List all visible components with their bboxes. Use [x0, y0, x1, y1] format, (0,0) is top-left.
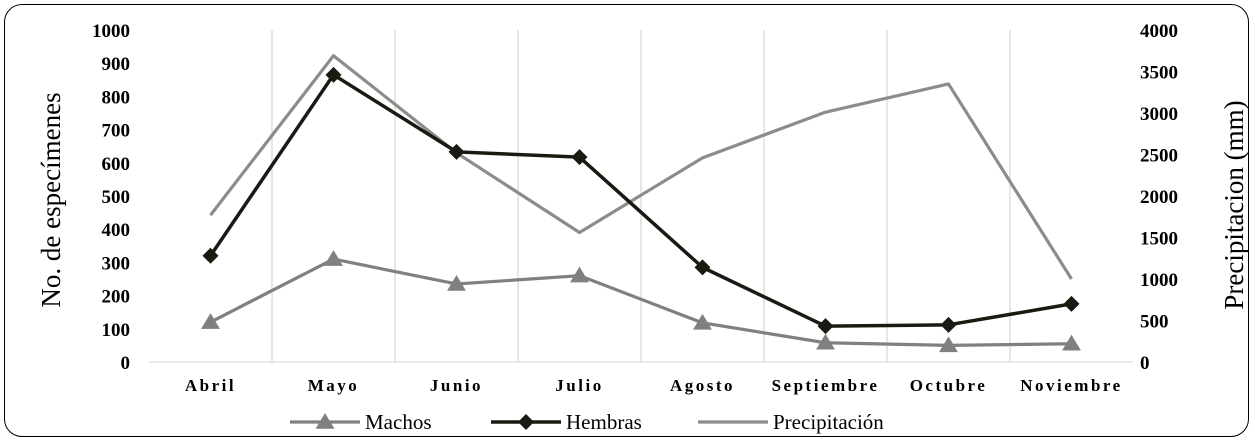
y-tick-label: 900: [102, 54, 131, 75]
y2-axis-title: Precipitacion (mm): [1219, 100, 1249, 309]
right-axis-ticks: 0 500 1000 1500 2000 2500 3000 3500 4000: [1140, 21, 1178, 374]
y2-tick-label: 0: [1140, 353, 1150, 374]
point-hembras: [202, 247, 219, 264]
point-hembras: [448, 143, 465, 160]
y2-tick-label: 3000: [1140, 104, 1178, 125]
x-tick-label: Mayo: [308, 376, 360, 395]
point-hembras: [1063, 295, 1080, 312]
point-machos: [324, 250, 343, 266]
y-tick-label: 400: [102, 220, 131, 241]
chart-frame: [4, 4, 1249, 437]
legend-label-hembras: Hembras: [566, 410, 642, 434]
point-machos: [570, 266, 589, 283]
point-hembras: [940, 316, 957, 333]
y2-tick-label: 1000: [1140, 270, 1178, 291]
x-tick-label: Julio: [555, 376, 603, 395]
series-line-machos: [209, 257, 1072, 347]
y2-tick-label: 2500: [1140, 146, 1178, 167]
x-tick-label: Abril: [185, 376, 236, 395]
point-hembras: [571, 149, 588, 166]
legend-label-machos: Machos: [365, 410, 432, 434]
point-hembras: [694, 259, 711, 276]
point-machos: [447, 274, 466, 291]
x-tick-label: Junio: [430, 376, 483, 395]
gridlines: [149, 30, 1133, 363]
legend-marker-machos: [315, 413, 335, 429]
left-axis-ticks: 0 100 200 300 400 500 600 700 800 900 1000: [92, 21, 130, 374]
point-machos: [693, 313, 712, 330]
y-tick-label: 500: [102, 187, 131, 208]
series-markers: [201, 66, 1081, 353]
legend-marker-hembras: [518, 414, 534, 430]
point-hembras: [817, 318, 834, 335]
series-line-precipitacin: [209, 54, 1073, 280]
x-tick-label: Noviembre: [1020, 376, 1122, 395]
point-machos: [816, 333, 835, 350]
y-tick-label: 700: [102, 121, 131, 142]
point-hembras: [325, 66, 342, 83]
point-machos: [1062, 334, 1081, 351]
y-tick-label: 0: [121, 353, 131, 374]
x-tick-label: Septiembre: [772, 376, 880, 395]
x-axis-ticks: Abril Mayo Junio Julio Agosto Septiembre Octub…: [185, 376, 1122, 395]
y-axis-title: No. de especímenes: [36, 92, 66, 307]
legend-label-precipitacin: Precipitación: [773, 410, 884, 434]
y-tick-label: 1000: [92, 21, 130, 42]
x-tick-label: Octubre: [910, 376, 988, 395]
y-tick-label: 100: [102, 320, 131, 341]
series-lines: [209, 54, 1073, 347]
x-tick-label: Agosto: [670, 376, 735, 395]
y-tick-label: 300: [102, 253, 131, 274]
series-line-hembras: [209, 73, 1072, 328]
y-tick-label: 600: [102, 154, 131, 175]
y2-tick-label: 1500: [1140, 229, 1178, 250]
point-machos: [201, 313, 220, 329]
legend: Machos Hembras Precipitación: [290, 410, 884, 434]
y2-tick-label: 2000: [1140, 187, 1178, 208]
y2-tick-label: 3500: [1140, 63, 1178, 84]
point-machos: [939, 336, 958, 353]
y-tick-label: 800: [102, 87, 131, 108]
y-tick-label: 200: [102, 287, 131, 308]
y2-tick-label: 4000: [1140, 21, 1178, 42]
y2-tick-label: 500: [1140, 312, 1169, 333]
